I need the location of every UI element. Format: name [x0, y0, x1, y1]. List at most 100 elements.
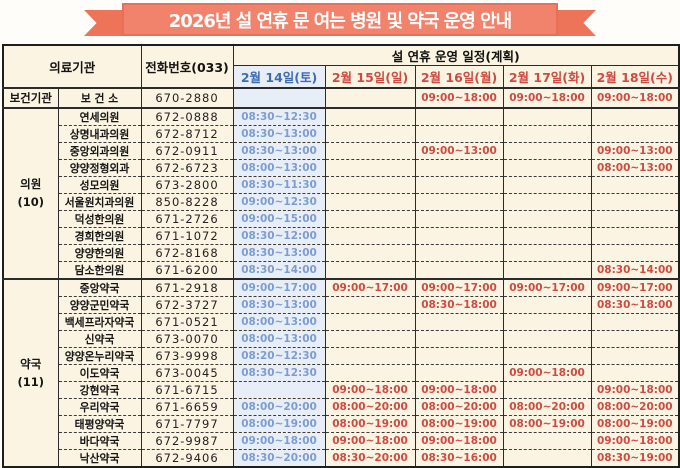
time-cell	[414, 226, 504, 245]
time-cell	[414, 329, 504, 348]
table-row: 낙산약국 672-9406 08:30~20:00 08:30~20:00 08:30~…	[3, 448, 680, 467]
table-row: 우리약국 671-6659 08:00~20:00 08:00~20:00 08:00~…	[3, 397, 680, 416]
time-cell	[414, 260, 504, 279]
facility-name-cell: 양양군민약국	[57, 295, 142, 314]
facility-name-cell: 태평양약국	[57, 414, 142, 433]
facility-name-cell: 연세의원	[57, 106, 142, 126]
time-cell	[324, 260, 416, 279]
time-cell	[414, 209, 504, 228]
facility-name-cell: 성모의원	[57, 175, 142, 194]
time-cell: 09:00~18:00	[414, 431, 504, 450]
facility-name-cell: 바다약국	[57, 431, 142, 450]
date-header-row: 2월 14일(토) 2월 15일(일) 2월 16일(월) 2월 17일(화) 2월 1…	[3, 65, 680, 88]
time-cell	[502, 260, 592, 279]
time-cell: 09:00~12:30	[232, 192, 326, 211]
time-cell	[324, 86, 416, 108]
facility-name-cell: 상명내과의원	[57, 124, 142, 143]
time-cell: 08:00~20:00	[414, 397, 504, 416]
time-cell	[502, 448, 592, 467]
time-cell	[324, 158, 416, 177]
time-cell	[324, 226, 416, 245]
phone-cell: 672-9987	[140, 431, 234, 450]
time-cell: 08:00~13:00	[232, 329, 326, 348]
facility-name-cell: 백세프라자약국	[57, 312, 142, 331]
time-cell	[324, 192, 416, 211]
facility-name-cell: 신약국	[57, 329, 142, 348]
table-row: 덕성한의원 671-2726 09:00~15:00	[3, 209, 680, 228]
time-cell	[590, 346, 680, 365]
time-cell: 08:30~12:30	[232, 363, 326, 382]
time-cell	[502, 141, 592, 160]
table-row: 이도약국 673-0045 08:30~12:30 09:00~18:00	[3, 363, 680, 382]
facility-name-cell: 양양한의원	[57, 243, 142, 262]
time-cell: 09:00~17:00	[324, 277, 416, 297]
time-cell: 08:00~19:00	[590, 414, 680, 433]
phone-cell: 673-0045	[140, 363, 234, 382]
phone-cell: 671-6659	[140, 397, 234, 416]
time-cell	[502, 175, 592, 194]
time-cell	[590, 124, 680, 143]
time-cell	[324, 141, 416, 160]
time-cell: 08:30~14:00	[590, 260, 680, 279]
time-cell: 09:00~17:00	[502, 277, 592, 297]
time-cell: 09:00~18:00	[414, 86, 504, 108]
phone-cell: 671-2726	[140, 209, 234, 228]
time-cell: 08:00~20:00	[502, 397, 592, 416]
time-cell: 09:00~18:00	[232, 431, 326, 450]
time-cell: 09:00~18:00	[414, 380, 504, 399]
phone-cell: 672-6723	[140, 158, 234, 177]
time-cell	[414, 363, 504, 382]
phone-cell: 672-8168	[140, 243, 234, 262]
table-row: 중앙외과의원 672-0911 08:30~13:00 09:00~13:00 09:0…	[3, 141, 680, 160]
time-cell: 09:00~18:00	[590, 86, 680, 108]
time-cell	[502, 346, 592, 365]
table-row: 강현약국 671-6715 09:00~18:00 09:00~18:00 09:00~…	[3, 380, 680, 399]
facility-name-cell: 낙산약국	[57, 448, 142, 467]
time-cell	[232, 86, 326, 108]
time-cell	[590, 363, 680, 382]
table-row: 담소한의원 671-6200 08:30~14:00 08:30~14:00	[3, 260, 680, 279]
facility-name-cell: 양양정형외과	[57, 158, 142, 177]
phone-cell: 671-7797	[140, 414, 234, 433]
page-title: 2026년 설 연휴 문 여는 병원 및 약국 운영 안내	[168, 10, 512, 32]
facility-name-cell: 보 건 소	[57, 86, 142, 108]
phone-cell: 671-2918	[140, 277, 234, 297]
time-cell	[502, 329, 592, 348]
phone-cell: 670-2880	[140, 86, 234, 108]
time-cell: 09:00~18:00	[590, 380, 680, 399]
phone-cell: 671-6715	[140, 380, 234, 399]
time-cell	[590, 226, 680, 245]
phone-header: 전화번호(033)	[140, 44, 234, 88]
phone-cell: 671-0521	[140, 312, 234, 331]
time-cell: 08:00~19:00	[324, 414, 416, 433]
time-cell: 08:30~13:00	[232, 124, 326, 143]
phone-cell: 671-1072	[140, 226, 234, 245]
time-cell	[324, 243, 416, 262]
time-cell	[590, 209, 680, 228]
time-cell: 08:30~13:00	[232, 243, 326, 262]
category-cell: 약국 (11)	[2, 277, 59, 467]
time-cell: 09:00~18:00	[324, 431, 416, 450]
time-cell	[324, 124, 416, 143]
time-cell: 08:00~13:00	[590, 158, 680, 177]
time-cell	[324, 363, 416, 382]
time-cell	[324, 295, 416, 314]
table-row: 신약국 673-0070 08:00~13:00	[3, 329, 680, 348]
time-cell: 09:00~18:00	[324, 380, 416, 399]
table-row: 의원 (10) 연세의원 672-0888 08:30~12:30	[2, 106, 680, 279]
time-cell: 08:30~14:00	[232, 260, 326, 279]
time-cell: 08:00~19:00	[232, 414, 326, 433]
time-cell: 08:00~20:00	[590, 397, 680, 416]
ribbon-tail-right-icon	[554, 10, 596, 36]
time-cell: 09:00~18:00	[590, 431, 680, 450]
table-row: 경희한의원 671-1072 08:30~12:00	[3, 226, 680, 245]
table-row: 바다약국 672-9987 09:00~18:00 09:00~18:00 09:00~…	[3, 431, 680, 450]
facility-name-cell: 우리약국	[57, 397, 142, 416]
time-cell	[414, 192, 504, 211]
time-cell: 08:30~20:00	[324, 448, 416, 467]
time-cell: 09:00~18:00	[502, 363, 592, 382]
time-cell: 08:20~12:30	[232, 346, 326, 365]
table-row: 양양군민약국 672-3727 08:30~13:00 08:30~18:00 08:3…	[3, 295, 680, 314]
time-cell	[324, 175, 416, 194]
phone-cell: 672-8712	[140, 124, 234, 143]
